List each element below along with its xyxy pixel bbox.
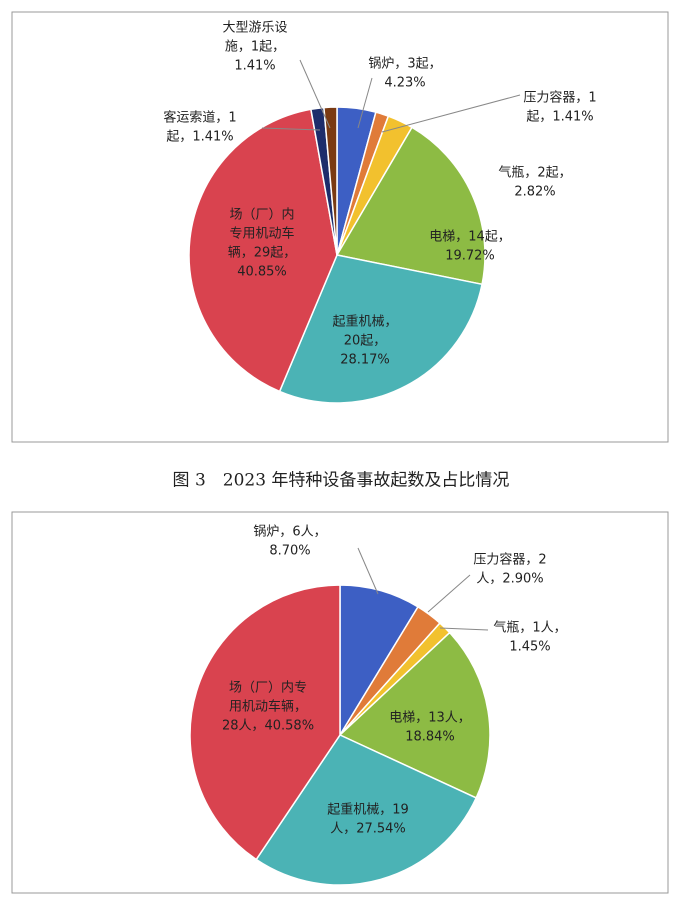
leader-line (299, 59, 331, 129)
data-label: 19.72% (445, 249, 495, 264)
pie-slice (323, 106, 338, 256)
data-label: 起，1.41% (166, 130, 233, 145)
data-label: 起重机械， (332, 314, 397, 330)
pie-slice (339, 584, 419, 738)
data-label: 起，1.41% (526, 110, 593, 125)
data-label: 40.85% (237, 265, 287, 280)
data-label: 客运索道，1 (163, 110, 236, 126)
pie-slice (335, 126, 486, 286)
data-label: 施，1起， (225, 40, 285, 55)
data-label: 气瓶，1人， (493, 620, 566, 636)
data-label: 大型游乐设 (222, 21, 287, 36)
data-label: 20起， (344, 334, 387, 349)
data-label: 锅炉，3起， (368, 56, 441, 72)
data-label: 18.84% (405, 730, 455, 745)
data-label: 气瓶，2起， (498, 165, 571, 181)
pie-slice (278, 254, 483, 404)
data-label: 4.23% (384, 76, 425, 91)
data-label: 电梯，14起， (429, 230, 511, 245)
data-label: 起重机械，19 (327, 802, 409, 818)
data-label: 锅炉，6人， (253, 524, 326, 540)
data-label: 电梯，13人， (389, 711, 471, 726)
data-label: 压力容器，1 (523, 90, 596, 106)
leader-line (357, 547, 379, 595)
data-label: 1.45% (509, 640, 550, 655)
data-label: 辆，29起， (228, 246, 297, 261)
data-label: 8.70% (269, 544, 310, 559)
data-label: 人，27.54% (330, 822, 406, 837)
pie-slice (188, 108, 338, 393)
leader-line (427, 574, 471, 613)
leader-line (439, 627, 489, 631)
data-label: 人，2.90% (476, 572, 543, 587)
pie-slice (338, 631, 491, 799)
data-label: 专用机动车 (229, 226, 294, 242)
data-label: 28.17% (340, 353, 390, 368)
leader-line (357, 77, 373, 129)
pie-slice (255, 734, 478, 886)
leader-line (261, 127, 321, 131)
leader-line (381, 94, 521, 133)
data-label: 1.41% (234, 59, 275, 74)
data-label: 压力容器，2 (473, 552, 546, 568)
pie-slice (189, 584, 341, 861)
data-label: 场（厂）内 (229, 207, 294, 223)
data-label: 场（厂）内专 (229, 680, 307, 696)
caption: 图 3 2023 年特种设备事故起数及占比情况 (173, 471, 510, 491)
data-label: 用机动车辆， (229, 699, 307, 715)
data-label: 28人，40.58% (222, 719, 314, 734)
data-label: 2.82% (514, 185, 555, 200)
